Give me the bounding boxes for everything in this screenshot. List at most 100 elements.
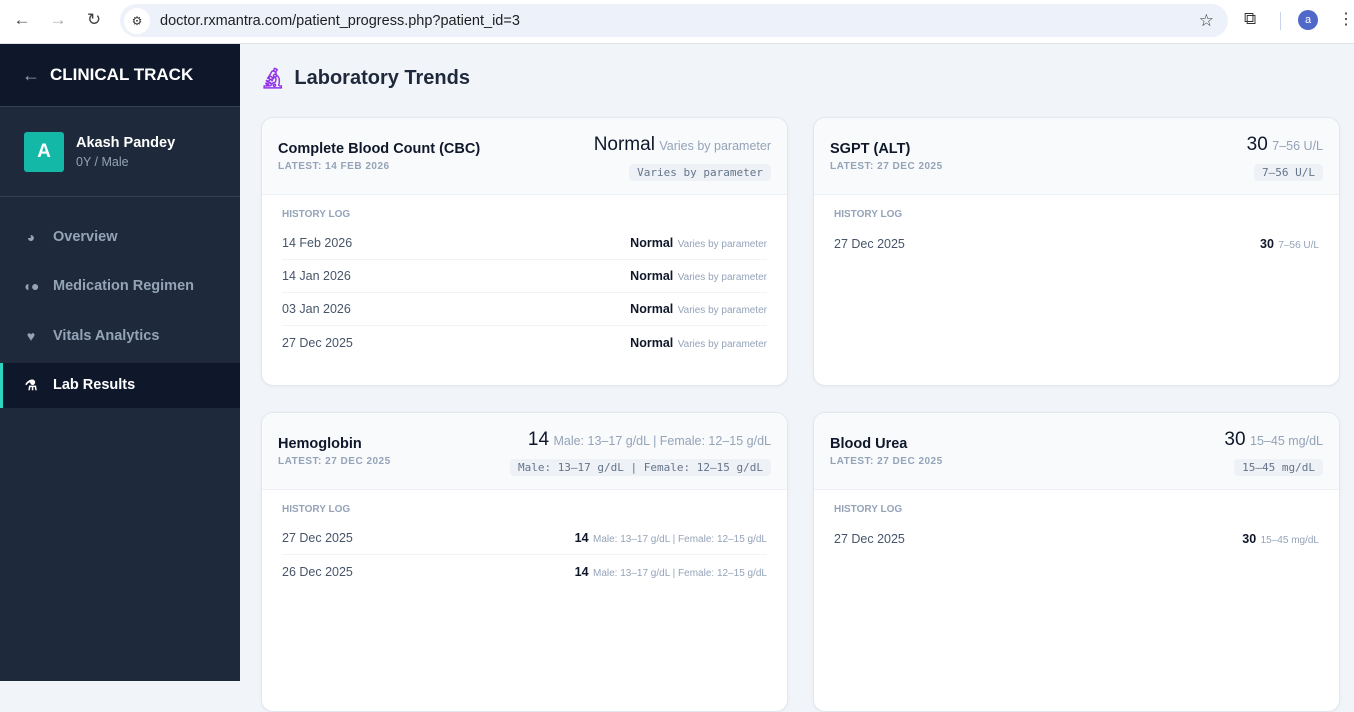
history-value: Normal Varies by parameter [630,234,767,252]
lab-card-header: Hemoglobin LATEST: 27 DEC 2025 14 Male: … [262,413,787,490]
history-value: Normal Varies by parameter [630,334,767,352]
lab-value: 14 [527,429,550,450]
page-title: 🔬︎ Laboratory Trends [260,66,470,91]
history-log-label: HISTORY LOG [282,209,351,220]
history-value: 14 Male: 13–17 g/dL | Female: 12–15 g/dL [575,563,767,581]
history-log-label: HISTORY LOG [834,504,903,515]
menu-kebab-icon[interactable]: ⋮ [1338,11,1354,28]
lab-card: Hemoglobin LATEST: 27 DEC 2025 14 Male: … [261,412,788,712]
lab-unit: 7–56 U/L [1272,139,1323,153]
patient-card: A Akash Pandey 0Y / Male [0,107,240,197]
reference-range-badge: Varies by parameter [629,164,771,181]
url-text[interactable]: doctor.rxmantra.com/patient_progress.php… [160,12,520,29]
lab-latest-date: LATEST: 27 DEC 2025 [830,456,943,467]
lab-card-header: SGPT (ALT) LATEST: 27 DEC 2025 30 7–56 U… [814,118,1339,195]
history-result: Normal [630,236,674,250]
history-unit: Varies by parameter [677,239,767,250]
sidebar-item-overview[interactable]: ◕ Overview [0,214,240,259]
heart-pulse-icon: ♥ [26,327,36,344]
chart-pie-icon: ◕ [26,228,36,245]
lab-title: Complete Blood Count (CBC) [278,141,481,157]
bookmark-star-icon[interactable]: ☆ [1198,10,1214,30]
lab-title: Blood Urea [830,436,908,452]
history-result: Normal [630,335,674,350]
lab-latest-value: 14 Male: 13–17 g/dL | Female: 12–15 g/dL [528,429,771,451]
history-unit: Varies by parameter [677,338,767,350]
flask-icon: ⚗ [24,376,38,393]
extensions-icon[interactable]: ⧉ [1244,9,1257,28]
history-log-label: HISTORY LOG [282,504,351,515]
history-date: 27 Dec 2025 [282,531,353,545]
sidebar-item-vitals[interactable]: ♥ Vitals Analytics [0,313,240,358]
history-date: 03 Jan 2026 [282,302,351,316]
lab-unit: Male: 13–17 g/dL | Female: 12–15 g/dL [553,434,771,448]
pills-icon: ◖● [22,278,40,294]
history-result: Normal [630,269,674,283]
lab-latest-value: 30 15–45 mg/dL [1224,429,1323,451]
lab-unit: 15–45 mg/dL [1250,434,1323,448]
lab-value: 30 [1246,134,1268,155]
lab-latest-value: Normal Varies by parameter [594,134,771,156]
history-value: Normal Varies by parameter [630,267,767,285]
sidebar-item-medication[interactable]: ◖● Medication Regimen [0,264,240,309]
sidebar-item-lab-results[interactable]: ⚗ Lab Results [0,362,240,408]
lab-title: SGPT (ALT) [830,141,911,157]
history-result: 30 [1260,236,1274,251]
address-bar[interactable]: ⚙ doctor.rxmantra.com/patient_progress.p… [120,4,1228,37]
main-content: 🔬︎ Laboratory Trends Complete Blood Coun… [240,44,1354,712]
history-date: 27 Dec 2025 [834,531,905,546]
lab-card-header: Complete Blood Count (CBC) LATEST: 14 FE… [262,118,787,195]
sidebar-item-label: Overview [53,228,118,245]
lab-card: Complete Blood Count (CBC) LATEST: 14 FE… [261,117,788,386]
lab-card-header: Blood Urea LATEST: 27 DEC 2025 30 15–45 … [814,413,1339,490]
history-row: 14 Feb 2026 Normal Varies by parameter [282,227,767,260]
patient-meta: 0Y / Male [76,154,129,169]
history-value: 14 Male: 13–17 g/dL | Female: 12–15 g/dL [575,529,767,547]
history-result: 14 [574,564,589,579]
history-value: Normal Varies by parameter [630,300,767,318]
reference-range-badge: 15–45 mg/dL [1234,459,1323,476]
microscope-icon: 🔬︎ [260,68,286,90]
history-value: 30 15–45 mg/dL [1242,530,1319,548]
reference-range-badge: 7–56 U/L [1254,164,1323,181]
site-settings-icon[interactable]: ⚙ [124,7,150,34]
history-unit: Varies by parameter [677,272,767,283]
back-icon[interactable]: ← [13,10,31,29]
lab-latest-date: LATEST: 14 FEB 2026 [278,161,390,172]
history-row: 27 Dec 2025 14 Male: 13–17 g/dL | Female… [282,522,767,555]
sidebar-header: ← CLINICAL TRACK [0,44,240,107]
patient-name: Akash Pandey [76,134,176,151]
reference-range-badge: Male: 13–17 g/dL | Female: 12–15 g/dL [509,459,771,476]
history-row: 26 Dec 2025 14 Male: 13–17 g/dL | Female… [282,555,767,588]
sidebar: ← CLINICAL TRACK A Akash Pandey 0Y / Mal… [0,44,240,681]
history-unit: Male: 13–17 g/dL | Female: 12–15 g/dL [592,567,767,579]
history-unit: Male: 13–17 g/dL | Female: 12–15 g/dL [592,534,767,545]
page-title-text: Laboratory Trends [294,67,470,89]
lab-value: Normal [593,134,655,155]
history-result: 30 [1242,531,1257,546]
app-title: CLINICAL TRACK [50,65,194,84]
divider [1280,12,1281,30]
history-date: 14 Jan 2026 [282,269,351,283]
history-row: 03 Jan 2026 Normal Varies by parameter [282,293,767,326]
history-date: 27 Dec 2025 [282,335,353,350]
history-unit: 15–45 mg/dL [1260,534,1319,546]
sidebar-item-label: Medication Regimen [53,278,194,294]
back-arrow-icon[interactable]: ← [22,64,40,85]
profile-avatar[interactable]: a [1298,10,1318,30]
history-row: 27 Dec 2025 Normal Varies by parameter [282,326,767,359]
history-result: 14 [574,531,589,545]
history-date: 26 Dec 2025 [282,564,353,579]
lab-latest-date: LATEST: 27 DEC 2025 [278,456,391,467]
lab-unit: Varies by parameter [659,139,771,153]
patient-avatar: A [24,131,64,172]
history-date: 14 Feb 2026 [282,236,353,250]
reload-icon[interactable]: ↻ [86,10,102,29]
history-unit: Varies by parameter [677,305,767,316]
forward-icon[interactable]: → [49,10,67,29]
lab-latest-date: LATEST: 27 DEC 2025 [830,161,943,172]
history-value: 30 7–56 U/L [1260,235,1319,253]
lab-card: SGPT (ALT) LATEST: 27 DEC 2025 30 7–56 U… [813,117,1340,386]
history-date: 27 Dec 2025 [834,236,905,251]
lab-title: Hemoglobin [278,436,362,452]
